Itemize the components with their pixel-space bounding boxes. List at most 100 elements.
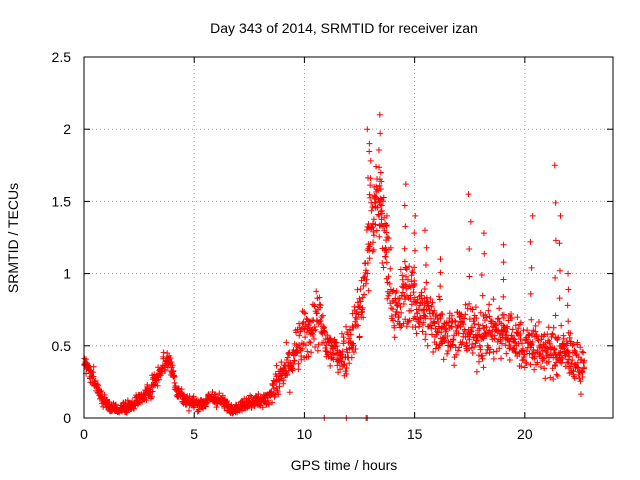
- data-point-1280: [469, 306, 476, 313]
- data-point-1597: [565, 358, 572, 365]
- data-point-689: [290, 361, 297, 368]
- data-point-1277: [468, 328, 475, 335]
- data-point-1741: [558, 322, 565, 329]
- data-point-1657: [368, 207, 375, 214]
- data-point-1674: [378, 216, 385, 223]
- data-point-1170: [436, 293, 443, 300]
- data-point-402: [202, 403, 209, 410]
- data-point-1142: [427, 295, 434, 302]
- data-point-1716: [480, 333, 487, 340]
- data-point-1711: [466, 300, 473, 307]
- data-point-1017: [389, 288, 396, 295]
- data-point-938: [365, 287, 372, 294]
- data-point-775: [316, 294, 323, 301]
- data-point-1453: [521, 364, 528, 371]
- data-point-1351: [490, 355, 497, 362]
- data-point-1054: [400, 300, 407, 307]
- data-point-1095: [413, 330, 420, 337]
- data-point-1740: [557, 350, 564, 357]
- data-point-1308: [477, 309, 484, 316]
- data-point-1118: [420, 319, 427, 326]
- x-tick-labels: 0 5 10 15 20: [80, 426, 533, 442]
- data-point-687: [289, 367, 296, 374]
- data-point-1307: [477, 346, 484, 353]
- data-point-1651: [365, 220, 372, 227]
- data-point-1185: [440, 356, 447, 363]
- data-point-1672: [377, 130, 384, 137]
- data-point-1725: [500, 276, 507, 283]
- data-point-1513: [539, 355, 546, 362]
- data-point-1707: [437, 283, 444, 290]
- data-point-1517: [541, 365, 548, 372]
- data-point-551: [248, 393, 255, 400]
- data-point-1601: [566, 353, 573, 360]
- data-point-1369: [496, 345, 503, 352]
- data-point-1635: [577, 344, 584, 351]
- data-point-1391: [503, 350, 510, 357]
- data-point-844: [337, 366, 344, 373]
- data-point-285: [167, 354, 174, 361]
- data-point-1165: [434, 316, 441, 323]
- data-point-1488: [532, 328, 539, 335]
- data-point-1327: [483, 324, 490, 331]
- data-point-1712: [466, 273, 473, 280]
- data-point-1288: [471, 320, 478, 327]
- data-point-1270: [466, 336, 473, 343]
- data-point-1706: [436, 296, 443, 303]
- data-point-1424: [512, 350, 519, 357]
- data-point-1452: [521, 351, 528, 358]
- data-point-960: [372, 221, 379, 228]
- data-point-1688: [401, 245, 408, 252]
- data-point-1071: [406, 263, 413, 270]
- data-point-809: [326, 336, 333, 343]
- data-point-243: [154, 382, 161, 389]
- data-point-1733: [529, 212, 536, 219]
- data-point-1112: [418, 289, 425, 296]
- data-point-1746: [565, 350, 572, 357]
- data-point-1683: [383, 229, 390, 236]
- data-point-678: [286, 389, 293, 396]
- data-point-1708: [437, 269, 444, 276]
- data-point-1682: [383, 237, 390, 244]
- data-point-634: [273, 362, 280, 369]
- data-point-1003: [385, 273, 392, 280]
- data-point-771: [314, 347, 321, 354]
- data-point-965: [373, 227, 380, 234]
- data-point-1018: [389, 306, 396, 313]
- data-point-954: [370, 228, 377, 235]
- data-point-1602: [567, 363, 574, 370]
- data-point-953: [370, 239, 377, 246]
- data-point-1744: [556, 240, 563, 247]
- data-point-1645: [580, 349, 587, 356]
- data-point-950: [369, 204, 376, 211]
- data-point-1520: [542, 375, 549, 382]
- data-point-1078: [408, 307, 415, 314]
- data-point-1680: [383, 259, 390, 266]
- data-point-1298: [474, 337, 481, 344]
- plot-frame: [83, 56, 614, 419]
- data-point-55: [97, 388, 104, 395]
- data-point-1561: [554, 336, 561, 343]
- data-point-1292: [472, 304, 479, 311]
- data-point-1713: [466, 246, 473, 253]
- data-point-1194: [443, 326, 450, 333]
- data-point-1696: [411, 230, 418, 237]
- data-point-1687: [402, 264, 409, 271]
- data-point-1718: [479, 292, 486, 299]
- data-point-1293: [473, 315, 480, 322]
- data-point-873: [346, 335, 353, 342]
- data-point-1652: [366, 191, 373, 198]
- data-point-1670: [376, 164, 383, 171]
- data-point-931: [363, 276, 370, 283]
- y-axis-label: SRMTID / TECUs: [5, 183, 21, 293]
- data-point-1732: [527, 238, 534, 245]
- data-point-32: [90, 363, 97, 370]
- data-point-1432: [515, 340, 522, 347]
- data-point-987: [380, 264, 387, 271]
- data-point-1607: [568, 360, 575, 367]
- data-point-1697: [412, 212, 419, 219]
- data-point-1336: [486, 349, 493, 356]
- data-point-1349: [490, 296, 497, 303]
